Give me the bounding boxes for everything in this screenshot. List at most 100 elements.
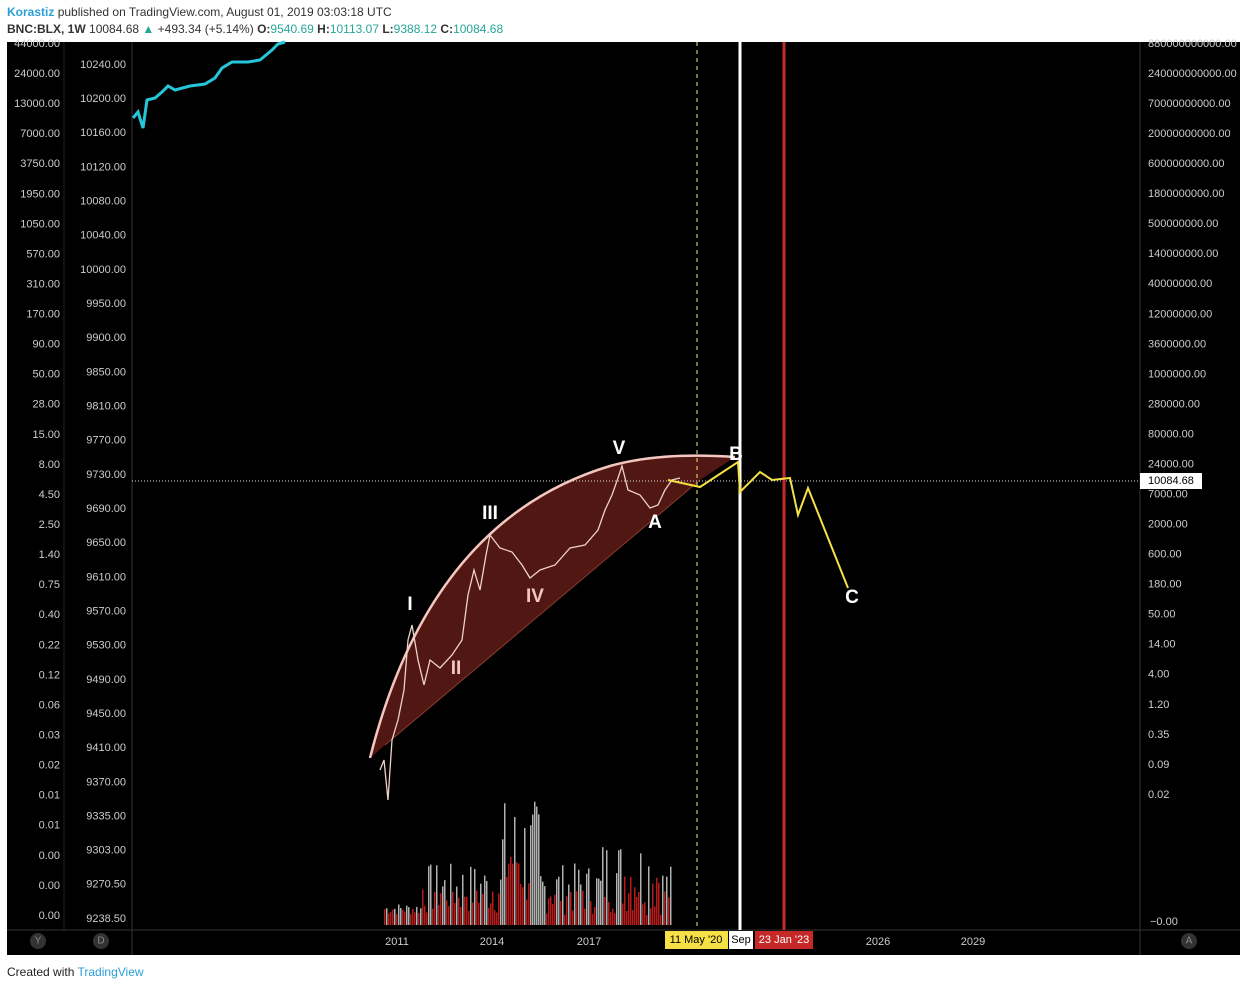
- y-tick-label: 0.02: [39, 760, 60, 772]
- author[interactable]: Korastiz: [7, 5, 55, 19]
- volume-bar: [642, 904, 644, 925]
- volume-bar: [542, 881, 544, 925]
- volume-bar: [604, 897, 606, 925]
- volume-bar: [514, 816, 516, 925]
- wave-label: III: [482, 503, 498, 524]
- y-tick-label: 10200.00: [80, 93, 126, 105]
- volume-bar: [442, 886, 444, 925]
- y-tick-label: 10000.00: [80, 264, 126, 276]
- brand[interactable]: TradingView: [77, 965, 144, 979]
- volume-bar: [568, 884, 570, 925]
- cyan-series: [131, 40, 286, 129]
- btn-label[interactable]: A: [1186, 936, 1193, 947]
- wave-label: V: [613, 438, 626, 459]
- y-tick-label: 0.35: [1148, 729, 1169, 741]
- right-tick: −0.00: [1150, 916, 1178, 928]
- y-tick-label: 500000000.00: [1148, 218, 1218, 230]
- volume-bar: [544, 886, 546, 925]
- y-tick-label: 140000000.00: [1148, 248, 1218, 260]
- close: 10084.68: [453, 22, 504, 36]
- btn[interactable]: [93, 933, 109, 949]
- volume-bar: [612, 908, 614, 925]
- volume-bar: [586, 873, 588, 925]
- wave-label: I: [407, 594, 412, 615]
- volume-bar: [480, 883, 482, 925]
- created: Created with: [7, 965, 75, 979]
- y-tick-label: 8.00: [39, 459, 60, 471]
- volume-bar: [520, 884, 522, 925]
- open-label: O:: [257, 22, 271, 36]
- volume-bar: [632, 910, 634, 925]
- change: +493.34 (+5.14%): [157, 22, 254, 36]
- volume-bar: [482, 894, 484, 925]
- volume-bar: [384, 909, 386, 925]
- y-tick-label: 4.00: [1148, 669, 1169, 681]
- volume-bar: [654, 906, 656, 925]
- volume-bar: [624, 876, 626, 925]
- volume-bar: [426, 912, 428, 925]
- price-label: 10084.68: [1148, 475, 1194, 487]
- volume-bar: [618, 850, 620, 925]
- btn[interactable]: [30, 933, 46, 949]
- volume-bar: [462, 874, 464, 925]
- volume-bar: [516, 862, 518, 925]
- volume-bar: [620, 849, 622, 925]
- volume-bar: [486, 881, 488, 925]
- volume-bar: [528, 883, 530, 925]
- volume-bar: [566, 896, 568, 925]
- y-tick-label: 9650.00: [86, 537, 126, 549]
- volume-bar: [644, 902, 646, 925]
- date-box: [755, 931, 813, 949]
- volume-bar: [602, 847, 604, 925]
- y-tick-label: 80000.00: [1148, 428, 1194, 440]
- arrow: ▲: [142, 22, 155, 36]
- volume-bar: [512, 863, 514, 925]
- volume-bar: [572, 910, 574, 925]
- projection: [667, 460, 849, 589]
- y-tick-label: 0.00: [39, 880, 60, 892]
- last: 10084.68: [89, 22, 140, 36]
- y-tick-label: 0.03: [39, 729, 60, 741]
- volume-bar: [502, 839, 504, 925]
- volume-bar: [588, 868, 590, 925]
- high: 10113.07: [329, 22, 379, 36]
- volume-bar: [428, 866, 430, 925]
- volume-bar: [540, 876, 542, 925]
- header: Korastiz published on TradingView.com, A…: [7, 5, 392, 19]
- btn-label[interactable]: Y: [35, 936, 42, 947]
- volume-bar: [388, 913, 390, 925]
- y-tick-label: 9410.00: [86, 742, 126, 754]
- y-tick-label: 2.50: [39, 519, 60, 531]
- volume-bar: [414, 912, 416, 925]
- y-tick-label: 280000.00: [1148, 398, 1200, 410]
- y-tick-label: 15.00: [32, 429, 60, 441]
- volume-bar: [546, 913, 548, 925]
- y-tick-label: 0.00: [39, 850, 60, 862]
- volume-bar: [496, 912, 498, 925]
- y-tick-label: 10080.00: [80, 196, 126, 208]
- volume-bar: [562, 865, 564, 925]
- y-tick-label: 9238.50: [86, 913, 126, 925]
- btn-label[interactable]: D: [97, 936, 104, 947]
- y-tick-label: 50.00: [32, 369, 60, 381]
- wave-label: IV: [526, 586, 544, 607]
- y-tick-label: 1.40: [39, 549, 60, 561]
- x-tick: 2017: [577, 936, 601, 948]
- x-tick: 2029: [961, 936, 985, 948]
- volume-bar: [652, 883, 654, 925]
- volume-bar: [438, 905, 440, 925]
- volume-bar: [622, 903, 624, 925]
- volume-bar: [504, 803, 506, 925]
- volume-bar: [418, 913, 420, 925]
- y-tick-label: 9490.00: [86, 674, 126, 686]
- y-tick-label: 9610.00: [86, 571, 126, 583]
- y-tick-label: 0.06: [39, 699, 60, 711]
- y-tick-label: 0.09: [1148, 759, 1169, 771]
- volume-bar: [450, 863, 452, 925]
- volume-bar: [594, 906, 596, 925]
- volume-bar: [646, 914, 648, 925]
- volume-bar: [408, 907, 410, 925]
- btn[interactable]: [1181, 933, 1197, 949]
- volume-bar: [656, 877, 658, 925]
- volume-bar: [626, 910, 628, 925]
